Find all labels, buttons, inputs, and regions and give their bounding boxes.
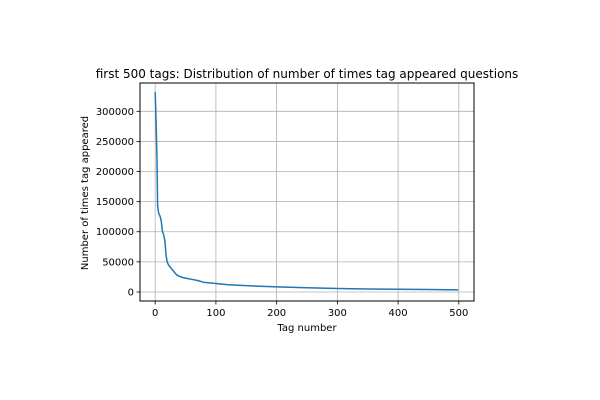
series-line <box>154 92 459 291</box>
y-axis-label: Number of times tag appeared <box>80 116 91 270</box>
grid <box>140 83 474 301</box>
y-tick-label: 150000 <box>96 197 134 208</box>
y-tick-label: 300000 <box>96 107 134 118</box>
x-tick-label: 300 <box>328 308 347 319</box>
x-tick-label: 500 <box>449 308 468 319</box>
series-layer <box>154 92 459 291</box>
x-tick-label: 100 <box>206 308 225 319</box>
chart-title: first 500 tags: Distribution of number o… <box>96 67 519 81</box>
x-tick-label: 0 <box>152 308 158 319</box>
y-tick-label: 200000 <box>96 167 134 178</box>
plot-frame <box>139 82 475 302</box>
ticks: 0 100 200 300 400 500 0 50000 100000 150000 200000… <box>96 107 469 319</box>
y-tick-label: 100000 <box>96 227 134 238</box>
x-tick-label: 200 <box>267 308 286 319</box>
y-tick-label: 0 <box>128 287 134 298</box>
x-tick-label: 400 <box>389 308 408 319</box>
y-tick-label: 50000 <box>102 257 134 268</box>
y-tick-label: 250000 <box>96 137 134 148</box>
x-axis-label: Tag number <box>276 323 337 334</box>
